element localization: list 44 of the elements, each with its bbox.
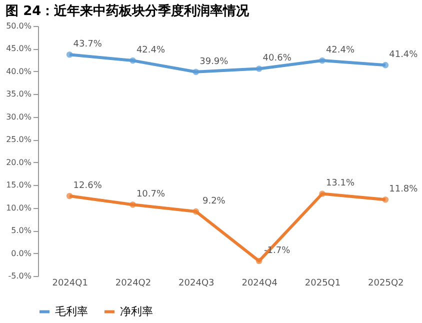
point	[382, 62, 389, 68]
x-tick-label: 2024Q2	[115, 278, 152, 288]
data-label: 12.6%	[73, 181, 102, 191]
y-tick-label: 5.0%	[11, 226, 32, 236]
legend-label: 净利率	[120, 304, 153, 318]
y-tick-label: 40.0%	[6, 66, 32, 76]
point	[256, 258, 262, 264]
point	[319, 190, 326, 197]
data-label: 10.7%	[136, 190, 166, 200]
y-tick-label: -5.0%	[8, 272, 32, 280]
y-tick-label: 20.0%	[6, 158, 32, 167]
point	[192, 208, 200, 215]
data-label: 41.4%	[389, 50, 418, 60]
y-tick-label: 45.0%	[6, 44, 32, 54]
x-tick-label: 2025Q1	[304, 278, 341, 288]
x-tick-label: 2025Q2	[368, 278, 404, 288]
data-label: 11.8%	[389, 184, 418, 195]
y-tick-label: 10.0%	[6, 203, 32, 212]
point	[66, 51, 73, 58]
point	[130, 201, 136, 208]
data-label: 9.2%	[202, 196, 226, 206]
x-tick-label: 2024Q1	[52, 278, 88, 288]
data-label: 42.4%	[326, 46, 355, 56]
point	[319, 57, 326, 64]
point	[66, 192, 73, 200]
y-tick-label: 15.0%	[6, 180, 32, 190]
x-tick-label: 2024Q4	[242, 278, 278, 288]
point	[130, 57, 136, 64]
y-tick-label: 0.0%	[11, 248, 32, 258]
y-tick-label: 35.0%	[6, 90, 32, 99]
data-label: 13.1%	[326, 178, 355, 189]
point	[382, 196, 389, 203]
chart-title: 图 24：近年来中药板块分季度利润率情况	[6, 3, 250, 19]
y-tick-label: 50.0%	[6, 22, 32, 30]
legend-label: 毛利率	[55, 304, 88, 318]
data-label: 40.6%	[262, 54, 292, 64]
data-label: 42.4%	[136, 46, 166, 56]
point	[192, 68, 200, 76]
y-tick-label: 25.0%	[6, 135, 32, 144]
x-tick-label: 2024Q3	[178, 278, 214, 288]
y-tick-label: 30.0%	[6, 112, 32, 122]
data-label: 39.9%	[200, 56, 229, 67]
data-label: 43.7%	[73, 40, 102, 50]
point	[256, 66, 262, 72]
